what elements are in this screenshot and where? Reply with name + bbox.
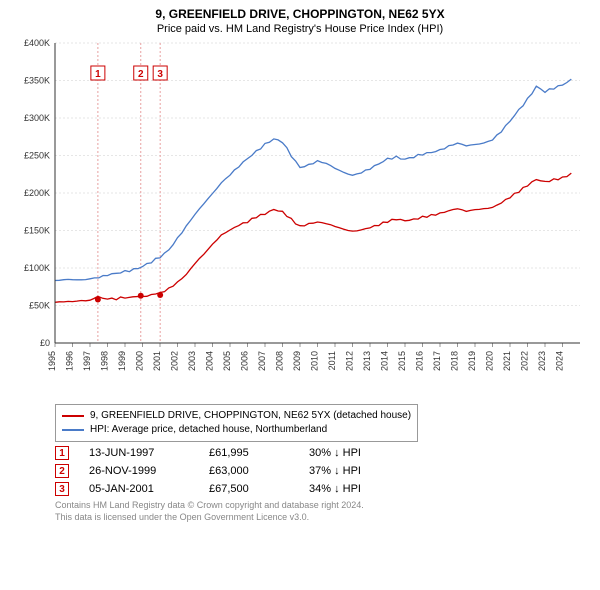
sale-marker-number: 3 <box>157 69 163 80</box>
x-tick-label: 2009 <box>292 351 302 371</box>
x-tick-label: 2013 <box>362 351 372 371</box>
line-chart-svg: £0 £50K £100K £150K £200K £250K £300K £350K £400… <box>5 38 595 398</box>
legend-swatch <box>62 415 84 417</box>
x-tick-label: 1999 <box>117 351 127 371</box>
x-tick-label: 2016 <box>415 351 425 371</box>
sale-date: 13-JUN-1997 <box>89 447 189 459</box>
footnote: Contains HM Land Registry data © Crown c… <box>55 500 580 523</box>
sale-price: £61,995 <box>209 447 289 459</box>
chart-subtitle: Price paid vs. HM Land Registry's House … <box>5 23 595 35</box>
x-tick-label: 2012 <box>345 351 355 371</box>
sale-diff: 34% ↓ HPI <box>309 483 399 495</box>
sale-row: 3 05-JAN-2001 £67,500 34% ↓ HPI <box>55 482 580 496</box>
y-tick-label: £50K <box>29 301 50 311</box>
sale-row: 1 13-JUN-1997 £61,995 30% ↓ HPI <box>55 446 580 460</box>
sale-row: 2 26-NOV-1999 £63,000 37% ↓ HPI <box>55 464 580 478</box>
x-tick-label: 2022 <box>520 351 530 371</box>
sales-list: 1 13-JUN-1997 £61,995 30% ↓ HPI 2 26-NOV-1999… <box>55 446 580 496</box>
y-tick-label: £300K <box>24 113 50 123</box>
x-tick-label: 2002 <box>170 351 180 371</box>
x-tick-label: 2007 <box>257 351 267 371</box>
x-tick-label: 2019 <box>467 351 477 371</box>
x-tick-label: 1995 <box>47 351 57 371</box>
x-tick-label: 2011 <box>327 351 337 370</box>
x-tick-label: 2000 <box>135 351 145 371</box>
footnote-line: Contains HM Land Registry data © Crown c… <box>55 500 580 512</box>
x-tick-label: 2004 <box>205 351 215 371</box>
x-tick-label: 2020 <box>485 351 495 371</box>
x-tick-label: 2008 <box>275 351 285 371</box>
y-tick-label: £200K <box>24 188 50 198</box>
x-tick-label: 2021 <box>502 351 512 371</box>
x-tick-label: 2001 <box>152 351 162 371</box>
x-tick-label: 2005 <box>222 351 232 371</box>
sale-dot <box>95 297 101 303</box>
x-tick-label: 2010 <box>310 351 320 371</box>
legend: 9, GREENFIELD DRIVE, CHOPPINGTON, NE62 5… <box>55 404 418 442</box>
sale-row-marker: 2 <box>55 464 69 478</box>
y-tick-label: £250K <box>24 151 50 161</box>
chart-title: 9, GREENFIELD DRIVE, CHOPPINGTON, NE62 5… <box>5 7 595 21</box>
legend-swatch <box>62 429 84 431</box>
legend-row: HPI: Average price, detached house, Nort… <box>62 423 411 437</box>
x-tick-label: 2014 <box>380 351 390 371</box>
x-tick-label: 2006 <box>240 351 250 371</box>
x-tick-label: 1997 <box>82 351 92 371</box>
x-tick-label: 2015 <box>397 351 407 371</box>
sale-diff: 37% ↓ HPI <box>309 465 399 477</box>
sale-marker-number: 2 <box>138 69 144 80</box>
x-tick-label: 1996 <box>65 351 75 371</box>
sale-price: £63,000 <box>209 465 289 477</box>
sale-row-marker: 3 <box>55 482 69 496</box>
x-tick-label: 1998 <box>100 351 110 371</box>
x-tick-label: 2017 <box>432 351 442 371</box>
sale-date: 05-JAN-2001 <box>89 483 189 495</box>
y-tick-label: £150K <box>24 226 50 236</box>
sale-row-marker: 1 <box>55 446 69 460</box>
sale-dot <box>157 292 163 298</box>
legend-label: 9, GREENFIELD DRIVE, CHOPPINGTON, NE62 5… <box>90 409 411 423</box>
sale-diff: 30% ↓ HPI <box>309 447 399 459</box>
legend-label: HPI: Average price, detached house, Nort… <box>90 423 327 437</box>
x-tick-label: 2003 <box>187 351 197 371</box>
sale-price: £67,500 <box>209 483 289 495</box>
y-tick-label: £350K <box>24 76 50 86</box>
x-tick-label: 2018 <box>450 351 460 371</box>
legend-row: 9, GREENFIELD DRIVE, CHOPPINGTON, NE62 5… <box>62 409 411 423</box>
x-tick-label: 2024 <box>555 351 565 371</box>
x-tick-label: 2023 <box>537 351 547 371</box>
sale-marker-number: 1 <box>95 69 101 80</box>
sale-dot <box>138 293 144 299</box>
chart-area: £0 £50K £100K £150K £200K £250K £300K £350K £400… <box>5 38 595 398</box>
y-tick-label: £0 <box>40 338 50 348</box>
sale-date: 26-NOV-1999 <box>89 465 189 477</box>
footnote-line: This data is licensed under the Open Gov… <box>55 512 580 524</box>
y-tick-label: £400K <box>24 38 50 48</box>
y-tick-label: £100K <box>24 263 50 273</box>
